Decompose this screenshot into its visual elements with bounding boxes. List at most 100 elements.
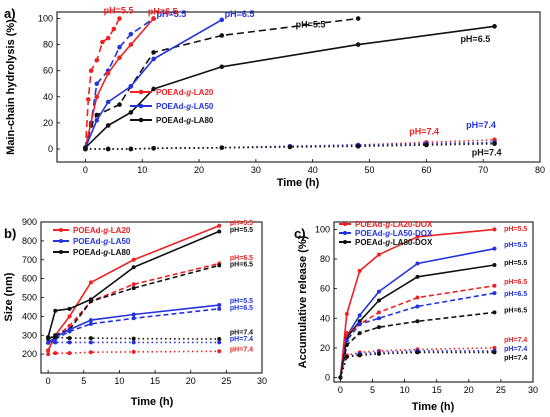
data-point: [344, 311, 349, 316]
legend-label-part: -LA80-DOX: [390, 238, 433, 247]
chart-panel-0: a) 0 10 20 30 40 50 60 70 80 0 20 40 60 80 100 Time (h) M…: [4, 5, 545, 189]
y-tick-label: 20: [43, 118, 53, 128]
legend-swatch-marker: [343, 222, 347, 226]
legend-label-part: POEAd-: [73, 237, 104, 246]
x-tick-label: 0: [46, 376, 51, 386]
data-point: [376, 351, 381, 356]
x-tick-label: 20: [464, 385, 474, 395]
legend-swatch-marker: [138, 89, 144, 95]
legend-label: POEAd-g-LA80: [156, 116, 214, 125]
legend-label: POEAd-g-LA20-DOX: [355, 220, 433, 229]
data-point: [46, 335, 51, 340]
data-point: [53, 351, 58, 356]
data-point: [117, 44, 122, 50]
data-point: [128, 42, 134, 47]
x-axis-title: Time (h): [131, 396, 174, 408]
data-point: [53, 335, 58, 340]
x-tick-label: 10: [114, 376, 124, 386]
x-tick-label: 30: [528, 385, 538, 395]
ph-annotation: pH=6.5: [504, 279, 527, 286]
legend-swatch-marker: [138, 117, 144, 123]
legend-label-part: POEAd-: [355, 220, 386, 229]
data-point: [217, 229, 222, 234]
data-point: [357, 353, 362, 358]
legend-label-part: g: [102, 226, 108, 235]
data-point: [67, 329, 72, 334]
legend-label-part: POEAd-: [156, 88, 187, 97]
legend-label-part: POEAd-: [73, 248, 104, 257]
data-point: [217, 340, 222, 345]
data-point: [88, 318, 93, 323]
data-point: [67, 336, 72, 341]
data-point: [88, 299, 93, 304]
data-point: [492, 24, 497, 29]
data-point: [219, 64, 225, 70]
data-point: [415, 350, 420, 355]
data-point: [151, 16, 156, 21]
data-point: [105, 71, 111, 76]
panel-letter: b): [4, 226, 16, 241]
data-point: [415, 319, 420, 324]
data-point: [111, 26, 117, 32]
data-point: [376, 310, 381, 315]
plot-frame: [333, 221, 534, 383]
data-point: [357, 331, 362, 336]
ph-annotation: pH=5.5: [156, 9, 186, 19]
data-point: [131, 349, 136, 354]
data-point: [67, 314, 72, 319]
ph-annotation: pH=7.4: [230, 336, 253, 343]
data-point: [338, 375, 343, 380]
data-point: [492, 141, 497, 147]
data-point: [94, 57, 100, 63]
data-point: [85, 97, 91, 102]
ph-annotation: pH=5.5: [230, 220, 253, 227]
data-point: [357, 268, 362, 273]
x-tick-label: 80: [535, 165, 545, 175]
series-7: [46, 340, 222, 345]
legend-label-part: g: [384, 220, 390, 229]
x-tick-label: 20: [186, 376, 196, 386]
data-point: [344, 354, 349, 359]
y-tick-label: 900: [22, 217, 37, 227]
panel-letter: a): [4, 6, 16, 21]
y-tick-label: 0: [325, 373, 330, 383]
data-point: [492, 291, 497, 296]
series-line: [339, 292, 495, 378]
ph-annotation: pH=5.5: [230, 298, 253, 305]
ph-annotation: pH=7.4: [504, 355, 527, 362]
ph-annotation: pH=5.5: [230, 227, 253, 234]
y-tick-label: 80: [43, 40, 53, 50]
x-tick-label: 5: [81, 376, 86, 386]
legend-label: POEAd-g-LA50: [73, 237, 131, 246]
x-tick-label: 30: [257, 376, 267, 386]
y-tick-label: 100: [315, 224, 330, 234]
data-point: [105, 35, 111, 41]
series-line: [47, 230, 220, 338]
series-8: [46, 349, 222, 357]
legend-label: POEAd-g-LA50-DOX: [355, 229, 433, 238]
data-point: [492, 310, 497, 315]
series-6: [46, 335, 222, 342]
legend-swatch-marker: [343, 240, 347, 244]
data-point: [217, 306, 222, 311]
ph-annotation: pH=5.5: [104, 5, 134, 15]
ph-annotation: pH=7.4: [230, 329, 253, 336]
legend-label-part: POEAd-: [355, 229, 386, 238]
data-point: [355, 42, 361, 47]
data-point: [415, 261, 420, 266]
x-tick-label: 30: [251, 165, 261, 175]
legend-label-part: g: [185, 88, 191, 97]
legend-label-part: g: [185, 102, 191, 111]
data-point: [151, 146, 156, 151]
ph-annotation: pH=7.4: [472, 147, 502, 157]
chart-panel-1: b) 0 5 10 15 20 25 30 200 300 400 500 600 700 800 900 Ti…: [3, 217, 267, 408]
legend-label-part: g: [102, 248, 108, 257]
data-point: [46, 340, 51, 345]
series-8: [83, 141, 497, 152]
legend-label-part: POEAd-: [156, 116, 187, 125]
x-tick-label: 40: [308, 165, 318, 175]
data-point: [88, 321, 93, 326]
series-line: [84, 17, 359, 150]
data-point: [492, 283, 497, 288]
data-point: [131, 316, 136, 321]
